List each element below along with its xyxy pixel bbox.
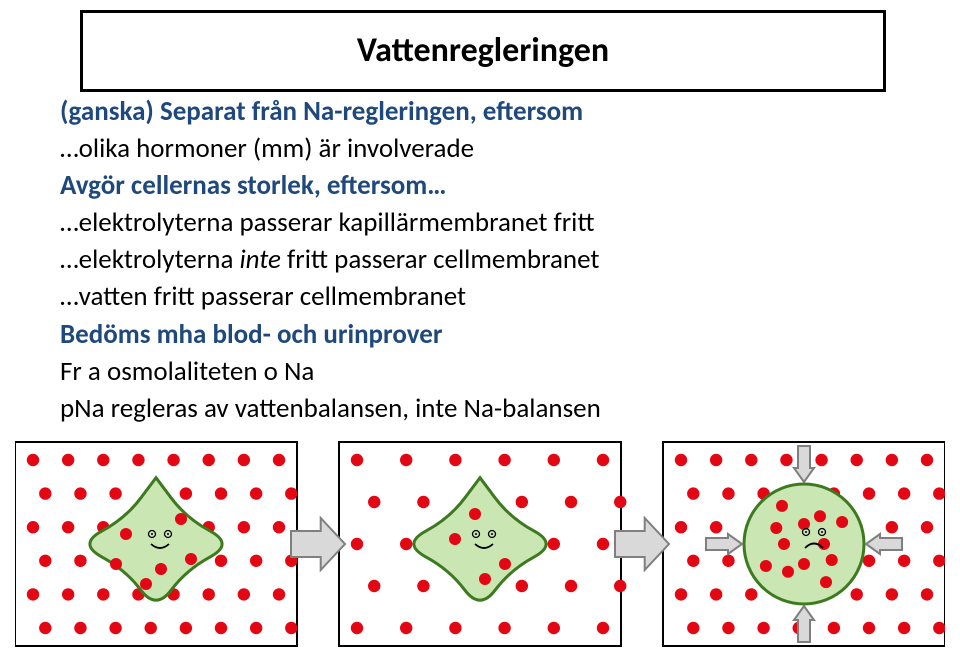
line1-bold: (ganska) Separat från Na-regleringen, ef… — [60, 95, 583, 128]
line2c-3: fritt passerar cellmembranet — [281, 243, 599, 276]
line2d: …vatten fritt passerar cellmembranet — [60, 279, 900, 314]
line2-bold: Avgör cellernas storlek, eftersom… — [60, 169, 446, 202]
text-block: (ganska) Separat från Na-regleringen, ef… — [60, 92, 900, 428]
line3c: pNa regleras av vattenbalansen, inte Na-… — [60, 391, 900, 426]
line3-bold: Bedöms mha blod- och urinprover — [60, 318, 442, 351]
diagram-svg — [15, 440, 945, 650]
line1b-2: (mm) är involverade — [253, 132, 474, 165]
page-title: Vattenregleringen — [83, 13, 883, 89]
panels-row — [15, 440, 945, 648]
line1b-1: …olika hormoner — [60, 132, 253, 165]
line2b: …elektrolyterna passerar kapillärmembran… — [60, 205, 900, 240]
title-box: Vattenregleringen — [80, 10, 886, 92]
line2c-2: inte — [239, 243, 280, 276]
line3b: Fr a osmolaliteten o Na — [60, 354, 900, 389]
line2c-1: …elektrolyterna — [60, 243, 239, 276]
